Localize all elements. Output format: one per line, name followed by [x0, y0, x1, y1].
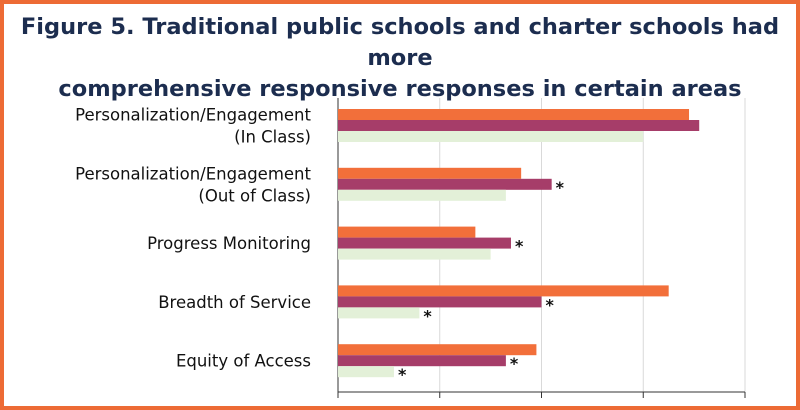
bar: [338, 167, 522, 179]
category-label: (In Class): [234, 128, 311, 147]
bar: [338, 237, 511, 249]
bar: [338, 131, 644, 142]
bar: [338, 344, 537, 356]
category-label: Progress Monitoring: [147, 234, 311, 253]
bar: [338, 355, 506, 367]
category-label: (Out of Class): [198, 186, 311, 205]
category-label: Breadth of Service: [158, 293, 311, 312]
significance-star: *: [556, 178, 565, 197]
bar: [338, 248, 491, 260]
bar: [338, 307, 420, 319]
bar: [338, 366, 394, 378]
chart-title-line-2: comprehensive responsive responses in ce…: [58, 76, 742, 102]
significance-star: *: [398, 365, 407, 384]
bar: [338, 109, 690, 120]
significance-star: *: [515, 237, 524, 256]
bar: [338, 178, 552, 190]
bar: [338, 285, 669, 297]
bar: [338, 189, 506, 201]
significance-star: *: [546, 295, 555, 314]
bar: [338, 226, 476, 238]
significance-star: *: [423, 306, 432, 325]
category-label: Equity of Access: [176, 352, 311, 371]
bar: [338, 296, 542, 308]
significance-star: *: [510, 354, 519, 373]
chart-title: Figure 5. Traditional public schools and…: [14, 12, 786, 105]
bar: [338, 120, 700, 131]
category-label: Personalization/Engagement: [75, 164, 311, 183]
category-label: Personalization/Engagement: [75, 106, 311, 125]
chart-title-line-1: Figure 5. Traditional public schools and…: [20, 14, 780, 71]
